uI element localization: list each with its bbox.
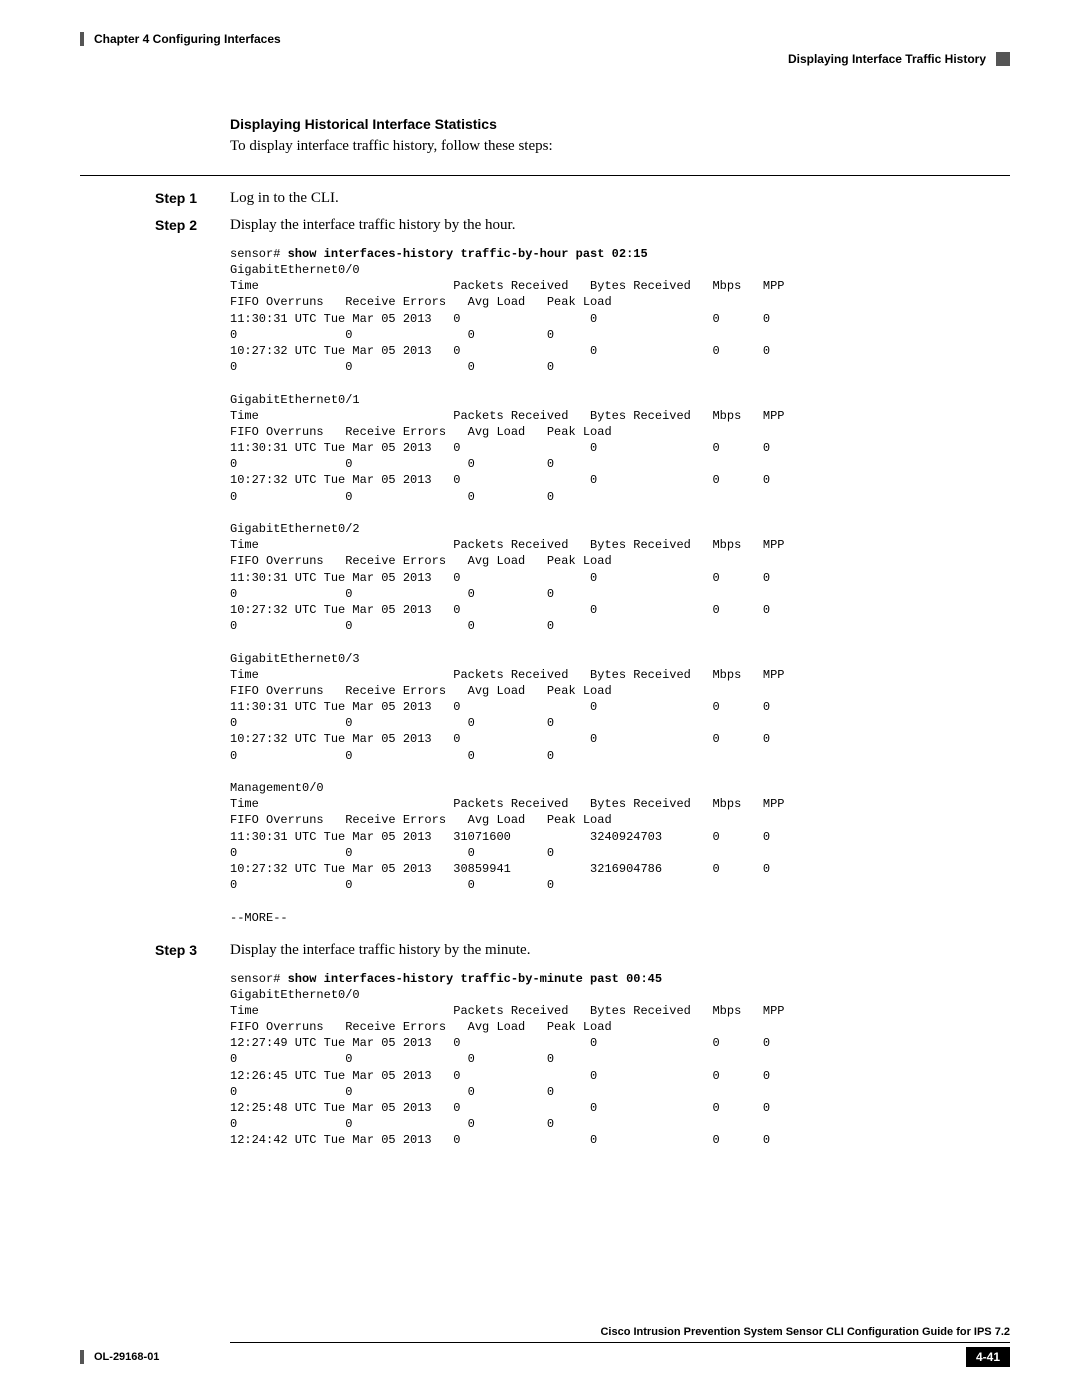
divider bbox=[80, 175, 1010, 176]
header-marker-icon bbox=[80, 32, 84, 46]
cli-block-2: sensor# show interfaces-history traffic-… bbox=[230, 969, 1010, 1149]
chapter-label: Chapter 4 Configuring Interfaces bbox=[94, 32, 281, 46]
cli-output-1: GigabitEthernet0/0 Time Packets Received… bbox=[230, 262, 1010, 926]
footer-row: OL-29168-01 4-41 bbox=[80, 1347, 1010, 1367]
chapter-header: Chapter 4 Configuring Interfaces bbox=[80, 32, 1010, 46]
page-number: 4-41 bbox=[966, 1347, 1010, 1367]
cli-block-1: sensor# show interfaces-history traffic-… bbox=[230, 244, 1010, 926]
section-marker-icon bbox=[996, 52, 1010, 66]
step-2-label: Step 2 bbox=[155, 217, 230, 234]
footer-divider bbox=[230, 1342, 1010, 1343]
subheading: Displaying Historical Interface Statisti… bbox=[230, 116, 1010, 132]
step-1-label: Step 1 bbox=[155, 190, 230, 207]
footer-left: OL-29168-01 bbox=[80, 1350, 159, 1364]
step-3-row: Step 3 Display the interface traffic his… bbox=[230, 942, 1010, 959]
step-1-text: Log in to the CLI. bbox=[230, 190, 339, 207]
step-2-row: Step 2 Display the interface traffic his… bbox=[230, 217, 1010, 234]
guide-title: Cisco Intrusion Prevention System Sensor… bbox=[230, 1326, 1010, 1338]
step-1-row: Step 1 Log in to the CLI. bbox=[230, 190, 1010, 207]
cli-command-2: show interfaces-history traffic-by-minut… bbox=[288, 972, 662, 986]
cli-prompt-2: sensor# bbox=[230, 972, 288, 986]
footer-marker-icon bbox=[80, 1350, 84, 1364]
doc-id: OL-29168-01 bbox=[94, 1351, 159, 1363]
cli-command-1: show interfaces-history traffic-by-hour … bbox=[288, 247, 648, 261]
intro-text: To display interface traffic history, fo… bbox=[230, 138, 1010, 155]
cli-prompt-1: sensor# bbox=[230, 247, 288, 261]
cli-output-2: GigabitEthernet0/0 Time Packets Received… bbox=[230, 987, 1010, 1149]
section-title: Displaying Interface Traffic History bbox=[788, 52, 986, 66]
step-3-label: Step 3 bbox=[155, 942, 230, 959]
section-header: Displaying Interface Traffic History bbox=[80, 52, 1010, 66]
step-3-text: Display the interface traffic history by… bbox=[230, 942, 530, 959]
main-content: Displaying Historical Interface Statisti… bbox=[230, 116, 1010, 1149]
page-footer: Cisco Intrusion Prevention System Sensor… bbox=[80, 1326, 1010, 1367]
step-2-text: Display the interface traffic history by… bbox=[230, 217, 515, 234]
